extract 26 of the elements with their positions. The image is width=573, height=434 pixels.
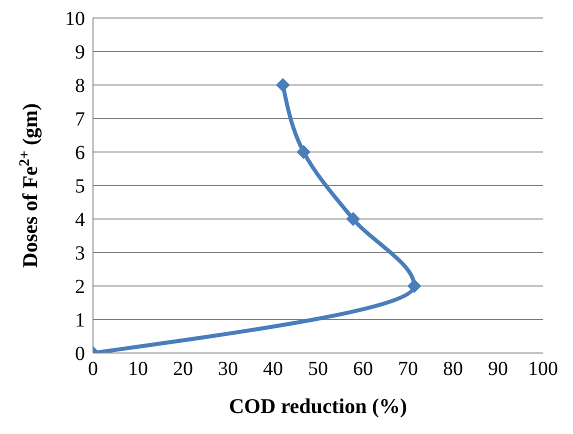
- y-tick-label: 2: [75, 276, 85, 298]
- x-axis-title: COD reduction (%): [228, 394, 408, 418]
- point: [407, 279, 422, 293]
- x-tick-label: 80: [443, 358, 463, 380]
- x-tick-label: 90: [488, 358, 508, 380]
- y-tick-label: 6: [75, 142, 85, 164]
- y-tick-label: 5: [75, 176, 85, 198]
- x-tick-label: 30: [218, 358, 238, 380]
- x-tick-label: 40: [263, 358, 283, 380]
- x-tick-label: 100: [528, 358, 558, 380]
- y-tick-label: 3: [75, 242, 85, 265]
- x-tick-label: 60: [353, 358, 373, 380]
- y-tick-label: 0: [75, 343, 85, 366]
- point: [276, 78, 290, 92]
- y-tick-label: 1: [75, 310, 85, 332]
- y-tick-label: 9: [75, 42, 85, 64]
- x-tick-label: 50: [308, 358, 328, 380]
- x-tick-label: 70: [398, 358, 418, 380]
- y-tick-label: 7: [75, 108, 85, 131]
- x-tick-label: 10: [128, 358, 148, 380]
- x-tick-label: 20: [173, 358, 193, 380]
- y-tick-label: 8: [75, 75, 85, 98]
- point: [296, 145, 311, 159]
- point: [346, 212, 360, 226]
- y-tick-label: 4: [75, 209, 85, 232]
- y-tick-label: 10: [65, 8, 85, 30]
